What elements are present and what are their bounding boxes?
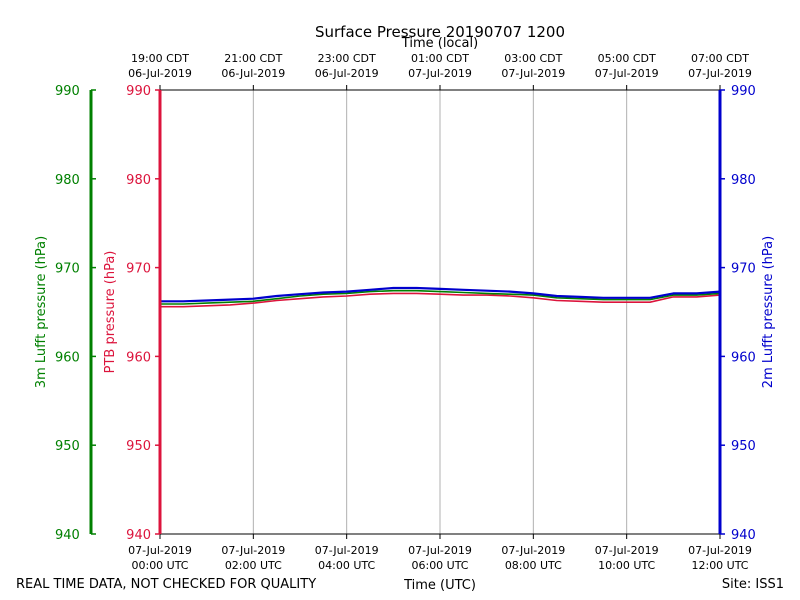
series-line-3m-lufft-pressure: [160, 289, 721, 305]
top-tick-time-5: 05:00 CDT: [598, 52, 656, 65]
ptb-tick-label-5: 990: [126, 84, 151, 99]
series-line-2m-lufft-pressure: [160, 286, 721, 303]
bottom-tick-time-0: 00:00 UTC: [131, 559, 188, 572]
lufft3m-tick-label-5: 990: [55, 84, 80, 99]
bottom-tick-date-4: 07-Jul-2019: [501, 544, 565, 557]
lufft-3m-axis: 940 950 960 970 980 990: [55, 84, 96, 543]
top-tick-date-6: 07-Jul-2019: [688, 67, 752, 80]
bottom-tick-time-6: 12:00 UTC: [691, 559, 748, 572]
top-tick-time-6: 07:00 CDT: [691, 52, 749, 65]
top-tick-time-1: 21:00 CDT: [224, 52, 282, 65]
series-line-ptb-pressure: [160, 292, 721, 308]
lufft3m-tick-label-2: 960: [55, 350, 80, 365]
x-axis-label: Time (UTC): [403, 578, 476, 593]
top-tick-time-3: 01:00 CDT: [411, 52, 469, 65]
lufft2m-tick-label-1: 950: [731, 439, 756, 454]
bottom-tick-date-2: 07-Jul-2019: [315, 544, 379, 557]
bottom-tick-time-1: 02:00 UTC: [225, 559, 282, 572]
top-axis-label: Time (local): [401, 36, 478, 51]
lufft2m-tick-label-5: 990: [731, 84, 756, 99]
quality-disclaimer: REAL TIME DATA, NOT CHECKED FOR QUALITY: [16, 577, 316, 592]
bottom-tick-date-6: 07-Jul-2019: [688, 544, 752, 557]
top-tick-time-0: 19:00 CDT: [131, 52, 189, 65]
top-tick-date-1: 06-Jul-2019: [221, 67, 285, 80]
top-time-axis: 19:00 CDT 06-Jul-2019 21:00 CDT 06-Jul-2019…: [128, 52, 752, 90]
bottom-tick-date-3: 07-Jul-2019: [408, 544, 472, 557]
top-tick-time-2: 23:00 CDT: [318, 52, 376, 65]
top-tick-date-2: 06-Jul-2019: [315, 67, 379, 80]
bottom-tick-time-2: 04:00 UTC: [318, 559, 375, 572]
bottom-tick-date-0: 07-Jul-2019: [128, 544, 192, 557]
ptb-tick-label-2: 960: [126, 350, 151, 365]
bottom-tick-time-3: 06:00 UTC: [411, 559, 468, 572]
lufft-2m-axis: 940 950 960 970 980 990: [718, 84, 756, 543]
lufft2m-tick-label-4: 980: [731, 173, 756, 188]
ptb-axis-label: PTB pressure (hPa): [103, 251, 118, 374]
bottom-tick-date-5: 07-Jul-2019: [595, 544, 659, 557]
lufft-2m-axis-label: 2m Lufft pressure (hPa): [761, 236, 776, 388]
ptb-tick-label-0: 940: [126, 528, 151, 543]
lufft2m-tick-label-3: 970: [731, 262, 756, 277]
series-layer: [160, 286, 721, 308]
ptb-tick-label-1: 950: [126, 439, 151, 454]
lufft3m-tick-label-1: 950: [55, 439, 80, 454]
grid-lines: [252, 90, 628, 534]
lufft2m-tick-label-2: 960: [731, 350, 756, 365]
bottom-time-axis: 07-Jul-2019 00:00 UTC 07-Jul-2019 02:00 UTC…: [128, 534, 752, 572]
top-tick-time-4: 03:00 CDT: [504, 52, 562, 65]
top-tick-date-3: 07-Jul-2019: [408, 67, 472, 80]
top-tick-date-4: 07-Jul-2019: [501, 67, 565, 80]
top-tick-date-5: 07-Jul-2019: [595, 67, 659, 80]
bottom-tick-date-1: 07-Jul-2019: [221, 544, 285, 557]
lufft3m-tick-label-0: 940: [55, 528, 80, 543]
lufft3m-tick-label-3: 970: [55, 262, 80, 277]
chart-title: Surface Pressure 20190707 1200: [315, 23, 565, 41]
site-label: Site: ISS1: [722, 577, 784, 592]
lufft3m-tick-label-4: 980: [55, 173, 80, 188]
ptb-tick-label-3: 970: [126, 262, 151, 277]
top-tick-date-0: 06-Jul-2019: [128, 67, 192, 80]
ptb-axis: 940 950 960 970 980 990: [126, 84, 162, 543]
bottom-tick-time-5: 10:00 UTC: [598, 559, 655, 572]
bottom-tick-time-4: 08:00 UTC: [505, 559, 562, 572]
ptb-tick-label-4: 980: [126, 173, 151, 188]
lufft2m-tick-label-0: 940: [731, 528, 756, 543]
lufft-3m-axis-label: 3m Lufft pressure (hPa): [34, 236, 49, 388]
